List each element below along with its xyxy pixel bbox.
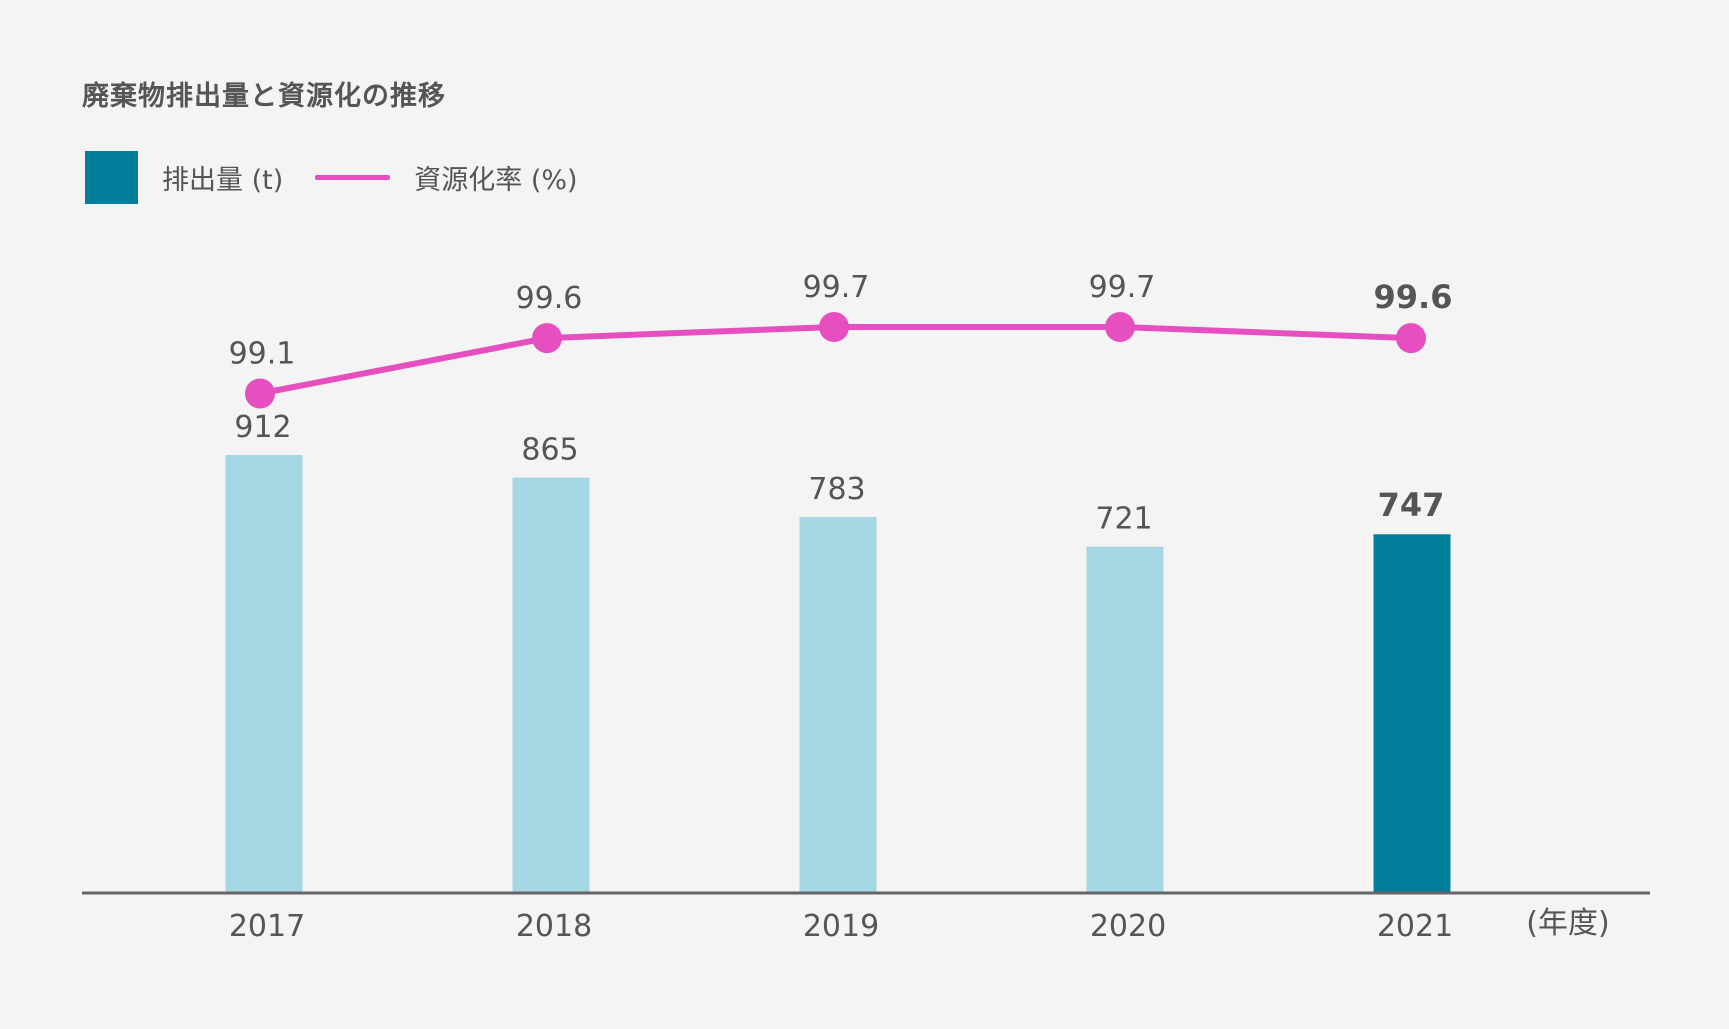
line-value-label-2021: 99.6: [1374, 278, 1453, 316]
x-tick-label-2020: 2020: [1090, 909, 1166, 944]
line-value-label-2019: 99.7: [803, 270, 870, 305]
legend-swatch-recycling-rate: [315, 175, 391, 180]
bar-value-label-2021: 747: [1378, 486, 1445, 524]
line-point-2018: [532, 323, 562, 354]
line-value-label-2020: 99.7: [1089, 270, 1156, 305]
line-point-2021: [1396, 323, 1426, 354]
bar-value-label-2017: 912: [234, 410, 291, 445]
legend-label-emissions: 排出量 (t): [162, 165, 284, 196]
line-value-label-2017: 99.1: [229, 337, 296, 372]
line-point-2017: [245, 378, 275, 409]
line-value-label-2018: 99.6: [516, 281, 583, 316]
x-axis-unit-label: (年度): [1526, 906, 1609, 941]
bar-2017: [225, 455, 303, 893]
line-point-2020: [1105, 312, 1135, 342]
chart-title: 廃棄物排出量と資源化の推移: [82, 81, 446, 112]
x-tick-label-2018: 2018: [516, 909, 592, 944]
line-point-2019: [819, 312, 849, 342]
x-tick-label-2021: 2021: [1377, 909, 1453, 944]
legend-swatch-emissions: [85, 151, 138, 204]
bar-2021: [1373, 534, 1451, 893]
x-tick-label-2017: 2017: [229, 909, 305, 944]
legend-label-recycling-rate: 資源化率 (%): [414, 165, 578, 196]
x-tick-label-2019: 2019: [803, 909, 879, 944]
bar-2019: [799, 516, 877, 893]
bar-value-label-2018: 865: [521, 433, 578, 468]
bar-2020: [1086, 546, 1164, 893]
legend: 排出量 (t) 資源化率 (%): [85, 151, 578, 204]
bar-value-label-2019: 783: [808, 472, 865, 507]
bar-2018: [512, 477, 590, 893]
bar-value-label-2020: 721: [1095, 502, 1152, 537]
